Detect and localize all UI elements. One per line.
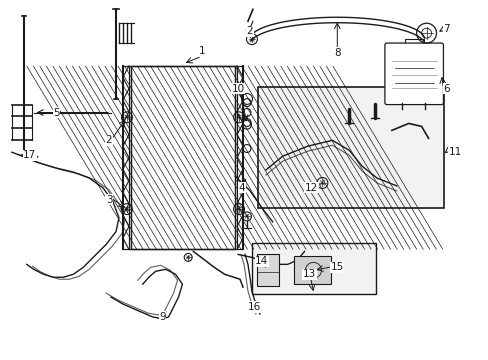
Bar [251, 243, 375, 294]
Text: 10: 10 [231, 84, 244, 94]
Text: 5: 5 [53, 108, 60, 117]
Text: 7: 7 [443, 24, 449, 34]
Text: 2: 2 [105, 135, 112, 145]
Text: 9: 9 [159, 312, 165, 322]
Bar [256, 255, 278, 286]
Text: 4: 4 [238, 183, 245, 193]
Text: 2: 2 [246, 26, 253, 36]
Bar [131, 66, 235, 249]
Text: 3: 3 [105, 195, 112, 205]
Text: 12: 12 [304, 183, 318, 193]
Text: 11: 11 [447, 147, 461, 157]
Bar [293, 256, 331, 284]
Text: 6: 6 [443, 84, 449, 94]
Text: 8: 8 [333, 48, 340, 58]
FancyBboxPatch shape [384, 43, 443, 105]
Bar [404, 39, 423, 45]
Text: 1: 1 [199, 46, 205, 56]
Bar [257, 87, 444, 208]
Text: 16: 16 [248, 302, 261, 312]
Bar [131, 66, 235, 249]
Text: 13: 13 [302, 269, 315, 279]
Text: 15: 15 [330, 262, 343, 272]
Text: 14: 14 [255, 256, 268, 266]
Text: 17: 17 [23, 150, 36, 160]
